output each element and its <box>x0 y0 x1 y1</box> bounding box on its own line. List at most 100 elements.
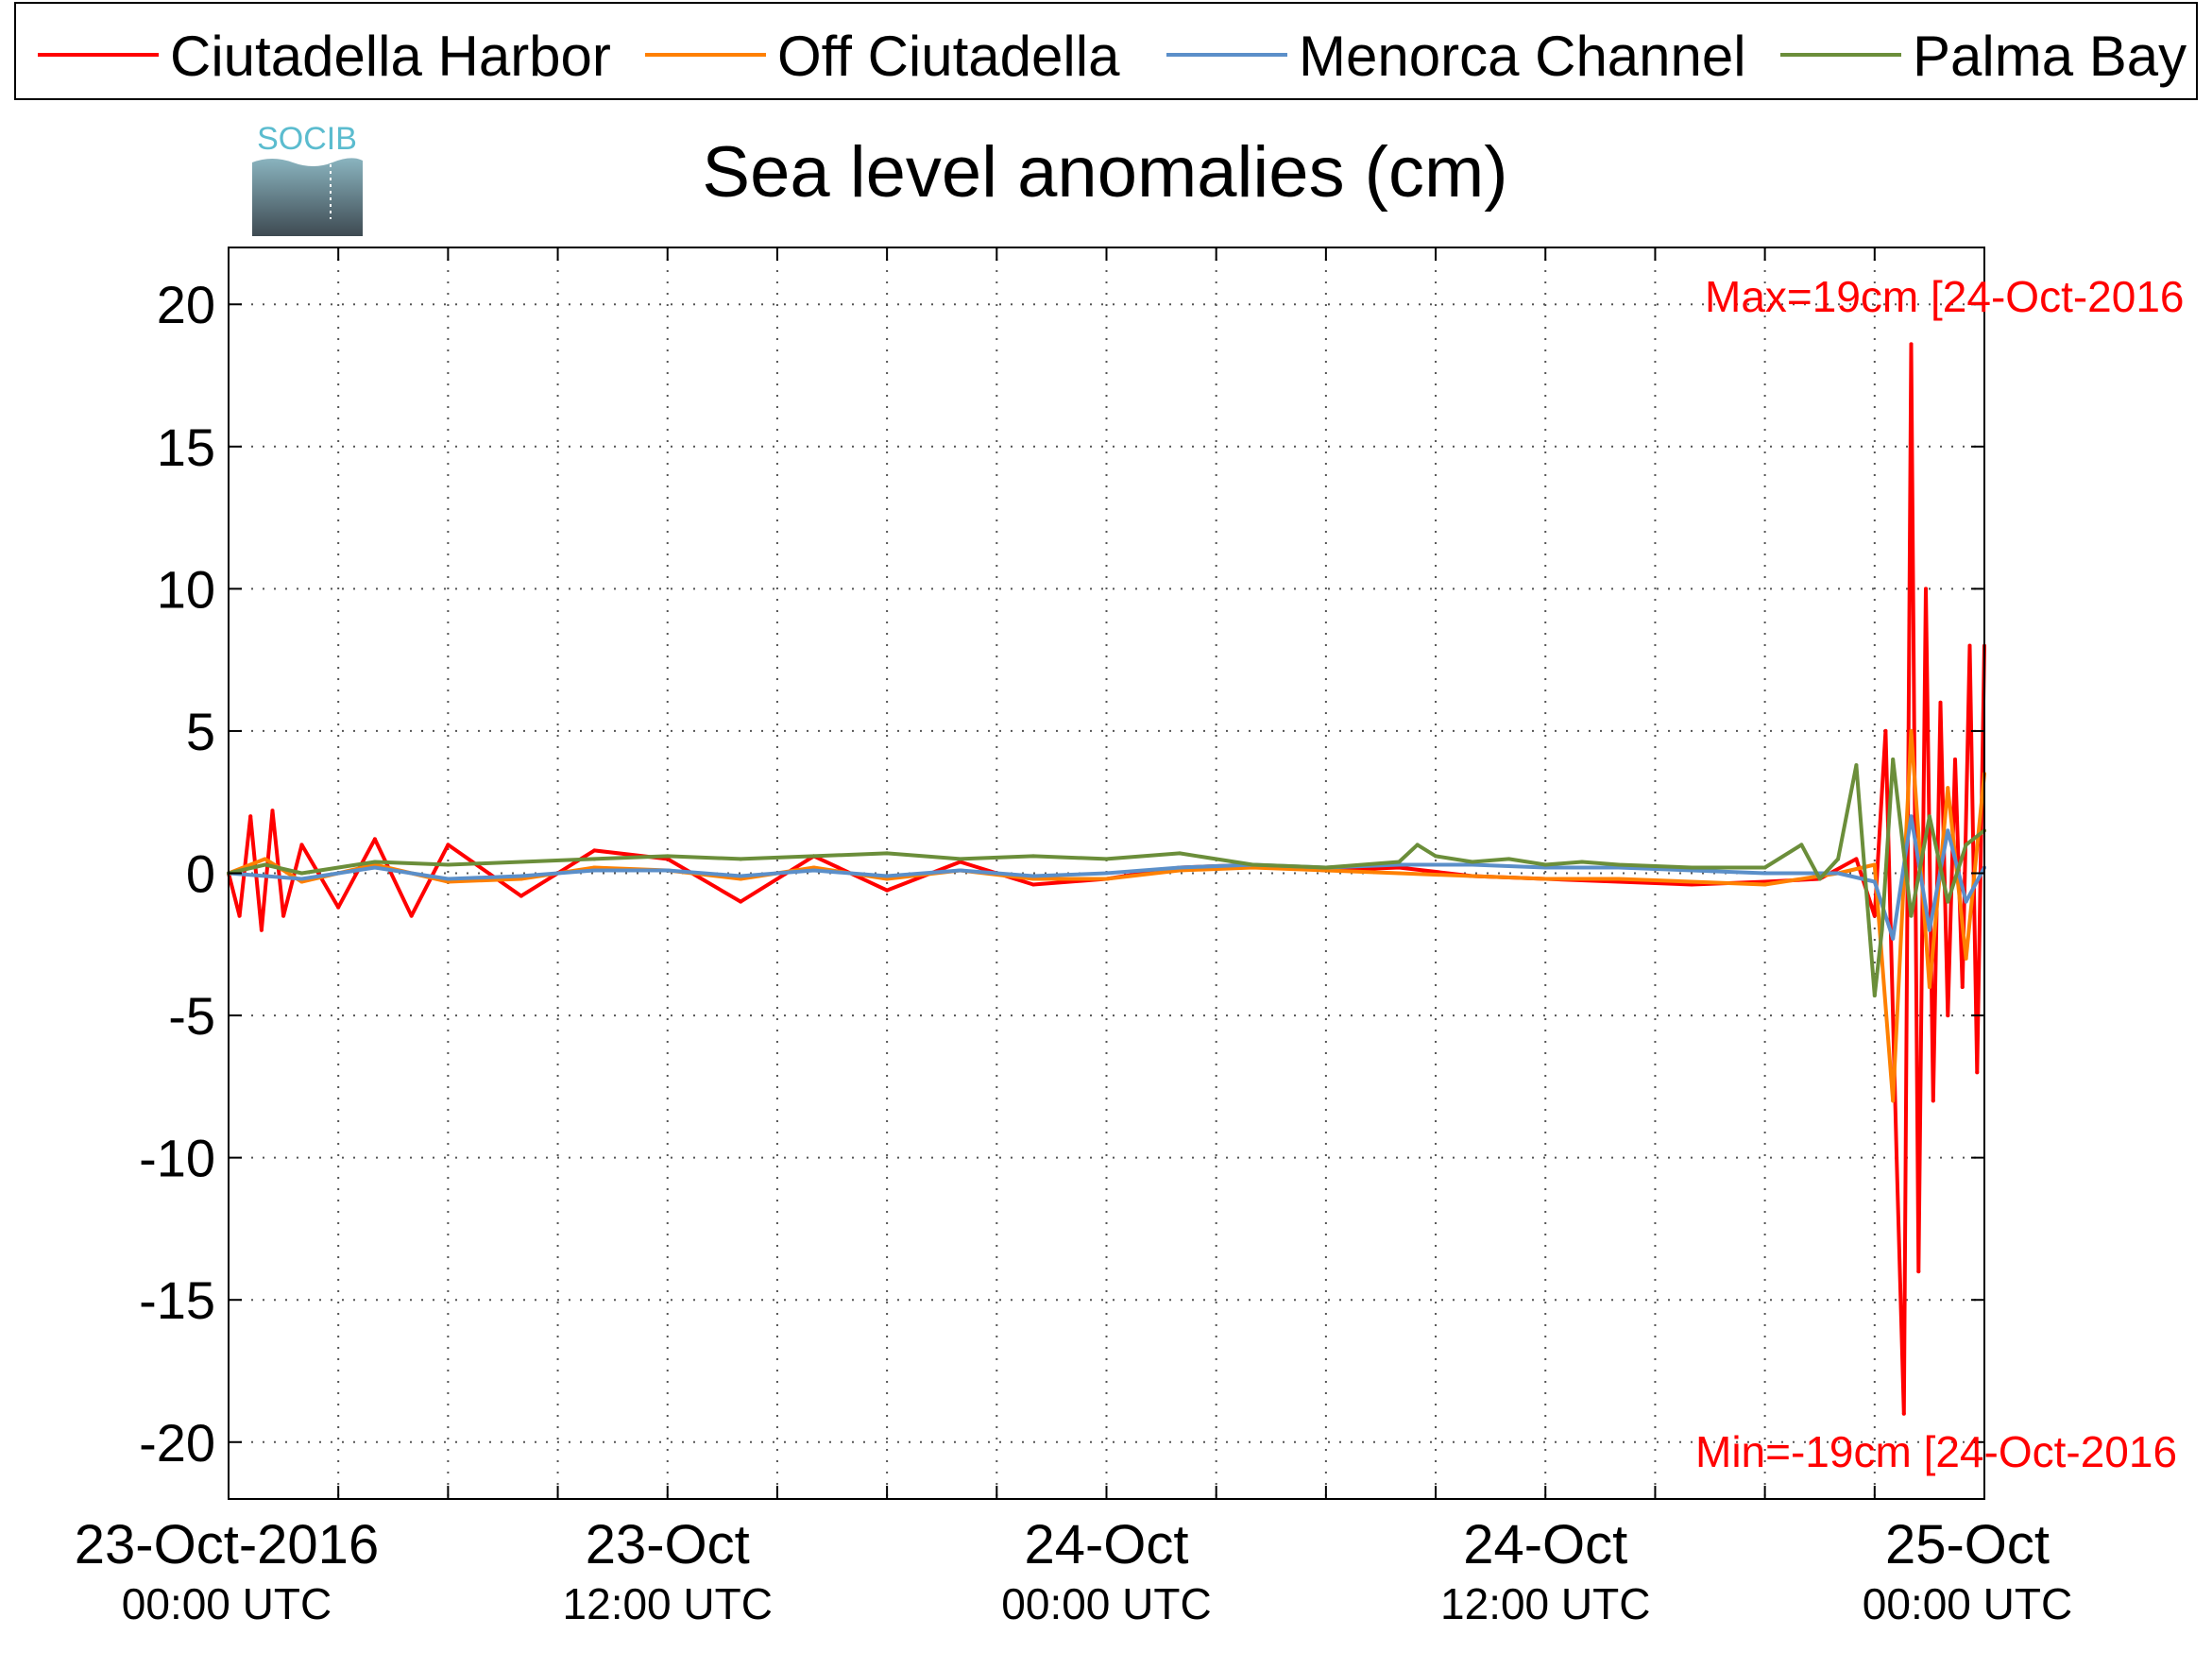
data-point <box>1901 1411 1906 1416</box>
data-point <box>1909 728 1914 733</box>
data-point <box>519 874 523 878</box>
x-tick-time-label: 00:00 UTC <box>1001 1579 1211 1628</box>
data-point <box>1104 871 1109 876</box>
data-point <box>1964 956 1968 961</box>
data-point <box>259 928 264 932</box>
socib-logo: SOCIB <box>252 121 363 236</box>
data-point <box>1817 877 1822 881</box>
data-point <box>1799 843 1804 847</box>
legend-box <box>14 2 2198 100</box>
data-point <box>958 857 962 861</box>
data-point <box>1543 862 1548 867</box>
data-point <box>299 879 304 884</box>
data-point <box>1891 758 1896 762</box>
data-point <box>299 871 304 876</box>
data-point <box>1031 877 1036 881</box>
data-point <box>1690 865 1694 870</box>
data-point <box>1953 758 1958 762</box>
data-point <box>592 857 597 861</box>
data-point <box>1397 871 1402 876</box>
data-point <box>519 894 523 898</box>
data-point <box>1975 1070 1980 1075</box>
data-point <box>1415 843 1420 847</box>
data-point <box>336 905 341 910</box>
data-point <box>811 865 816 870</box>
data-point <box>885 888 890 893</box>
data-point <box>446 879 451 884</box>
y-tick-label: 20 <box>157 275 215 334</box>
data-point <box>1543 865 1548 870</box>
data-point <box>1927 928 1931 932</box>
data-point <box>446 843 451 847</box>
legend-label: Menorca Channel <box>1299 25 1746 88</box>
data-point <box>372 837 377 842</box>
data-point <box>1909 913 1914 918</box>
legend-label: Off Ciutadella <box>777 25 1120 88</box>
data-point <box>1104 877 1109 881</box>
data-point <box>248 814 253 819</box>
data-point <box>811 854 816 859</box>
data-point <box>1616 877 1621 881</box>
data-point <box>885 851 890 856</box>
data-point <box>519 860 523 864</box>
data-point <box>237 913 242 918</box>
x-tick-date-label: 25-Oct <box>1885 1514 2050 1575</box>
data-point <box>1762 882 1767 887</box>
data-point <box>1470 874 1474 878</box>
data-point <box>299 877 304 881</box>
x-tick-time-label: 12:00 UTC <box>1440 1579 1650 1628</box>
data-point <box>1964 843 1968 847</box>
data-point <box>1762 865 1767 870</box>
data-point <box>1031 882 1036 887</box>
data-point <box>281 913 286 918</box>
y-tick-label: -15 <box>139 1270 215 1330</box>
data-point <box>1909 342 1914 347</box>
data-point <box>1880 928 1884 932</box>
series-line <box>227 342 1986 1416</box>
data-point <box>1854 763 1859 768</box>
data-point <box>1938 700 1943 705</box>
data-point <box>739 857 743 861</box>
data-point <box>372 860 377 864</box>
data-point <box>739 899 743 904</box>
data-point <box>739 874 743 878</box>
data-point <box>1470 862 1474 867</box>
data-point <box>592 848 597 853</box>
data-point <box>1506 857 1511 861</box>
data-point <box>1616 862 1621 867</box>
y-tick-label: -20 <box>139 1413 215 1473</box>
data-point <box>1872 862 1877 867</box>
data-point <box>1031 854 1036 859</box>
data-point <box>885 874 890 878</box>
data-point <box>1177 865 1182 870</box>
logo-wave-shape <box>252 158 363 236</box>
data-point <box>1323 865 1328 870</box>
y-tick-label: 5 <box>186 702 215 761</box>
chart-title: Sea level anomalies (cm) <box>702 132 1507 213</box>
x-tick-date-label: 23-Oct <box>586 1514 750 1575</box>
data-point <box>1854 857 1859 861</box>
data-point <box>1470 860 1474 864</box>
data-point <box>1946 1013 1950 1018</box>
y-tick-label: 10 <box>157 559 215 619</box>
legend-label: Palma Bay <box>1913 25 2186 88</box>
data-point <box>592 868 597 873</box>
data-point <box>1891 1098 1896 1103</box>
data-point <box>1251 862 1255 867</box>
data-point <box>299 843 304 847</box>
data-point <box>263 857 267 861</box>
data-point <box>665 868 670 873</box>
x-tick-time-label: 12:00 UTC <box>563 1579 773 1628</box>
data-point <box>263 862 267 867</box>
data-point <box>372 865 377 870</box>
data-point <box>409 913 414 918</box>
data-point <box>665 854 670 859</box>
data-point <box>1909 814 1914 819</box>
data-point <box>1891 936 1896 941</box>
data-point <box>1690 882 1694 887</box>
x-tick-time-label: 00:00 UTC <box>122 1579 332 1628</box>
data-point <box>1104 857 1109 861</box>
data-point <box>665 857 670 861</box>
